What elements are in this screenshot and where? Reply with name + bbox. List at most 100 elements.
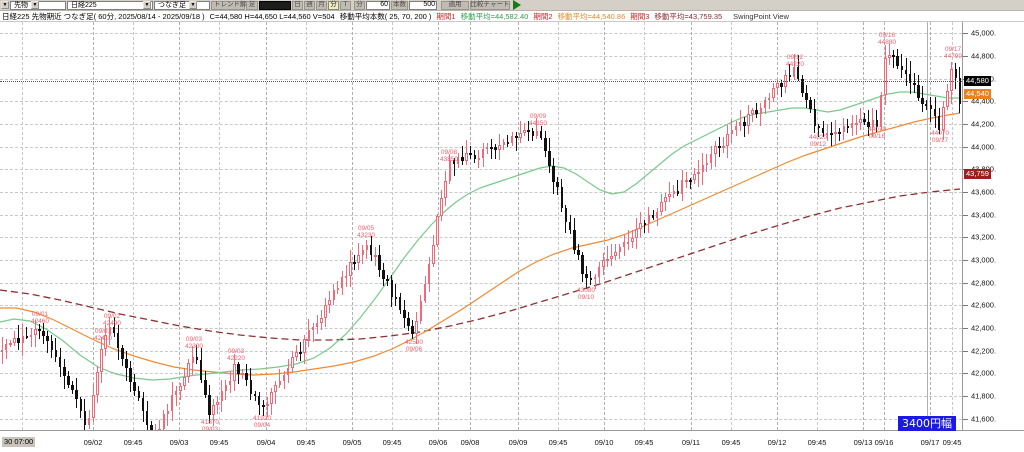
candle-body: [249, 379, 253, 394]
candle: [597, 22, 601, 430]
candle-body: [361, 249, 365, 256]
candle: [937, 22, 941, 430]
period-month-button[interactable]: 月: [316, 0, 327, 10]
x-axis-label: 09/04: [256, 438, 276, 447]
candle: [87, 22, 91, 430]
symbol-select[interactable]: 日経225 ▼: [67, 0, 153, 10]
price-plot[interactable]: 09/014246009/01424104178009/0109/0242490…: [0, 22, 962, 430]
candle-body: [158, 429, 161, 430]
candle-wick: [743, 116, 745, 138]
candle: [838, 22, 841, 430]
candle-wick: [893, 50, 895, 68]
candle-body: [485, 147, 489, 150]
ma2-tag: 期間2: [533, 11, 553, 21]
price-axis[interactable]: 44,580 44,540 43,759 45,000.44,800.44,60…: [962, 22, 1024, 430]
candle: [879, 22, 883, 430]
play-icon[interactable]: [513, 0, 521, 10]
candle-body: [796, 67, 800, 79]
candle-body: [801, 78, 804, 93]
y-axis-tick: [963, 33, 968, 35]
gridline-vertical: [691, 22, 692, 430]
candle-body: [622, 242, 626, 248]
period-week-button[interactable]: 週: [304, 0, 315, 10]
candle-body: [29, 334, 33, 337]
range-badge[interactable]: 3400円幅: [898, 416, 956, 431]
candle-body: [937, 116, 941, 131]
candle: [763, 22, 767, 430]
candle-body: [498, 145, 501, 150]
candle-body: [792, 67, 796, 78]
color-swatch-button[interactable]: [259, 0, 291, 10]
candle-wick: [18, 325, 20, 351]
candle: [473, 22, 477, 430]
y-axis-tick: [963, 214, 968, 216]
toolbar-left-arrow-icon[interactable]: ▼: [1, 1, 9, 9]
candle: [46, 22, 49, 430]
period-day-button[interactable]: 日: [292, 0, 303, 10]
candle-button[interactable]: 足: [246, 0, 258, 10]
candle-body: [597, 266, 601, 278]
candle: [21, 22, 25, 430]
candle: [647, 22, 651, 430]
candle: [913, 22, 916, 430]
candle: [589, 22, 593, 430]
candle-body: [606, 258, 609, 261]
candle: [79, 22, 83, 430]
candle: [684, 22, 688, 430]
candle-body: [199, 360, 203, 381]
candle-wick: [859, 107, 861, 131]
candle: [295, 22, 298, 430]
candle: [888, 22, 891, 430]
candle: [179, 22, 182, 430]
y-axis-label: 44,000.: [971, 142, 997, 152]
candle: [606, 22, 609, 430]
swingpoint-view-label: SwingPoint View: [733, 11, 789, 21]
cursor-crosshair-line: [927, 22, 928, 430]
y-axis-label: 42,400.: [971, 323, 997, 333]
compare-chart-button[interactable]: 比較チャート: [470, 0, 510, 10]
candle: [946, 22, 949, 430]
trendline-clear-button[interactable]: トレンド解除: [211, 0, 253, 10]
swing-point-annotation: 41870 09/03: [200, 419, 220, 430]
minute-value-input[interactable]: 60: [366, 0, 390, 10]
candle-body: [502, 141, 506, 146]
candle-wick: [627, 229, 629, 250]
chevron-down-icon[interactable]: ▼: [31, 1, 39, 9]
candle-body: [664, 196, 667, 202]
candle-body: [527, 129, 530, 132]
candle: [593, 22, 597, 430]
period-minute-button[interactable]: 分: [328, 0, 339, 10]
candle-body: [224, 385, 228, 391]
candle: [440, 22, 443, 430]
candle-body: [867, 121, 870, 127]
candle: [510, 22, 514, 430]
candle-body: [328, 300, 331, 306]
candle-body: [548, 150, 551, 166]
candle: [954, 22, 958, 430]
chart-area[interactable]: 09/014246009/01424104178009/0109/0242490…: [0, 22, 1024, 452]
instrument-type-select[interactable]: 先物 ▼: [10, 0, 66, 10]
candle-body: [660, 201, 663, 213]
gridline-vertical: [219, 22, 220, 430]
gridline-horizontal: [0, 305, 962, 307]
candle-body: [162, 414, 166, 430]
candle: [639, 22, 642, 430]
gridline-horizontal: [0, 350, 962, 352]
candle-body: [340, 276, 344, 288]
chevron-down-icon[interactable]: ▼: [143, 1, 151, 9]
time-axis[interactable]: 30 07:00 09/02 09:45 09/03 09:45 09/04 09:45 09…: [0, 430, 1024, 452]
candle-body: [303, 338, 307, 353]
x-axis-label: 30 07:00: [2, 437, 36, 447]
candle: [241, 22, 244, 430]
candle: [394, 22, 398, 430]
candle-body: [568, 222, 572, 230]
chevron-down-icon[interactable]: ▼: [189, 1, 197, 9]
candle-body: [481, 149, 485, 158]
period-tick-button[interactable]: T: [340, 0, 351, 10]
candle: [805, 22, 808, 430]
candle-body: [813, 109, 817, 127]
candle-body: [141, 397, 145, 411]
chart-type-select[interactable]: つなぎ足 ▼: [154, 0, 210, 10]
apply-button[interactable]: 適用: [441, 0, 469, 10]
count-value-input[interactable]: 500: [409, 0, 437, 10]
